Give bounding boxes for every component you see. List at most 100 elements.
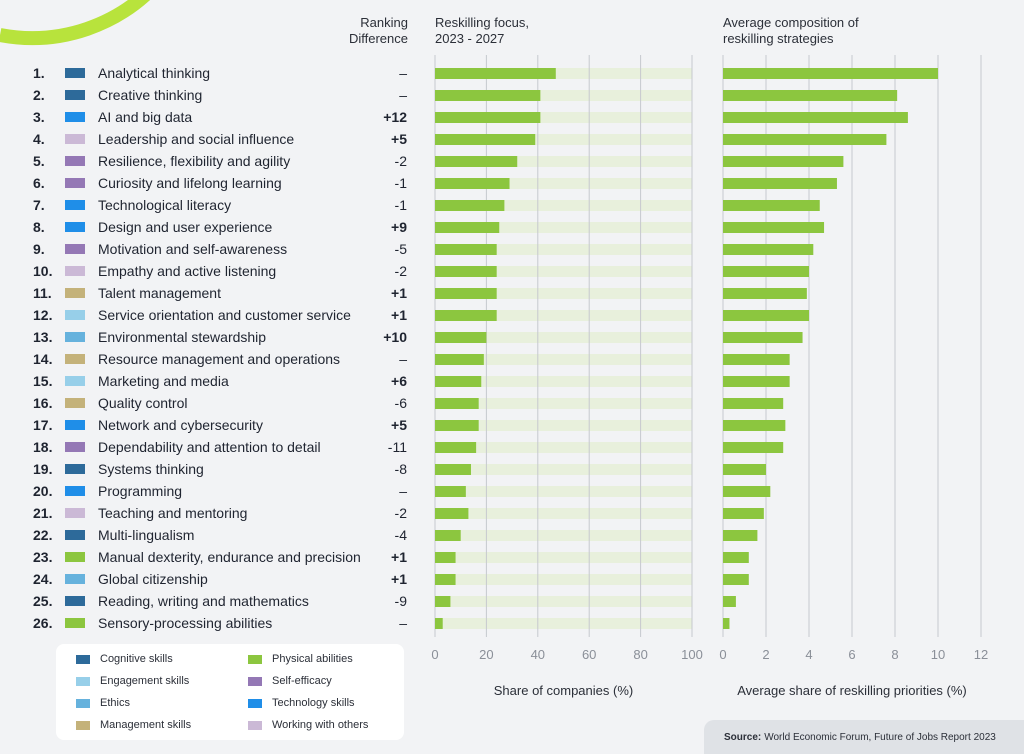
focus-bar-track (435, 222, 692, 233)
skill-type-swatch (65, 486, 85, 496)
legend-swatch (76, 676, 90, 686)
skill-type-swatch (65, 68, 85, 78)
ranking-difference-value: -11 (388, 439, 407, 455)
focus-bar-track (435, 464, 692, 475)
focus-tick-label: 60 (582, 647, 596, 662)
rank-number: 20. (33, 483, 52, 499)
rank-number: 24. (33, 571, 52, 587)
ranking-difference-value: – (399, 351, 407, 367)
focus-bar (435, 90, 541, 101)
composition-bar (723, 574, 749, 585)
skill-name: Quality control (98, 395, 187, 411)
rank-number: 19. (33, 461, 52, 477)
skill-name: Multi-lingualism (98, 527, 194, 543)
composition-bar (723, 442, 784, 453)
ranking-difference-value: +10 (383, 329, 407, 345)
legend-swatch (76, 720, 90, 730)
skill-type-swatch (65, 552, 85, 562)
focus-bar (435, 530, 461, 541)
rank-number: 2. (33, 87, 45, 103)
composition-bar (723, 618, 730, 629)
focus-bar-track (435, 354, 692, 365)
legend-swatch (76, 698, 90, 708)
skill-type-swatch (65, 464, 85, 474)
skill-type-swatch (65, 266, 85, 276)
composition-bar (723, 530, 758, 541)
focus-x-axis-label: Share of companies (%) (494, 683, 633, 698)
skill-type-swatch (65, 222, 85, 232)
skill-name: Marketing and media (98, 373, 229, 389)
composition-tick-label: 2 (762, 647, 769, 662)
focus-bar-track (435, 156, 692, 167)
composition-bar (723, 68, 938, 79)
decorative-arc (0, 0, 150, 46)
ranking-difference-value: – (399, 87, 407, 103)
rank-number: 21. (33, 505, 52, 521)
skill-type-swatch (65, 530, 85, 540)
skill-name: Sensory-processing abilities (98, 615, 272, 631)
focus-bar (435, 178, 510, 189)
focus-bar (435, 508, 469, 519)
skill-name: Leadership and social influence (98, 131, 294, 147)
focus-bar (435, 376, 482, 387)
legend-label: Management skills (100, 719, 192, 731)
rank-number: 10. (33, 263, 52, 279)
focus-bar-track (435, 112, 692, 123)
skill-name: Resilience, flexibility and agility (98, 153, 290, 169)
skill-name: Analytical thinking (98, 65, 210, 81)
focus-bar-track (435, 618, 692, 629)
composition-tick-label: 10 (931, 647, 945, 662)
focus-bar-track (435, 178, 692, 189)
focus-bar-track (435, 288, 692, 299)
composition-bar (723, 354, 790, 365)
composition-bar (723, 310, 809, 321)
rank-number: 6. (33, 175, 45, 191)
composition-tick-label: 0 (719, 647, 726, 662)
composition-tick-label: 4 (805, 647, 812, 662)
ranking-difference-value: -4 (395, 527, 408, 543)
focus-header-line2: 2023 - 2027 (435, 31, 505, 46)
composition-bar (723, 552, 749, 563)
composition-bar (723, 200, 820, 211)
skill-name: Motivation and self-awareness (98, 241, 287, 257)
composition-bar (723, 332, 803, 343)
skill-type-swatch (65, 508, 85, 518)
focus-bar (435, 288, 497, 299)
ranking-difference-value: -6 (395, 395, 408, 411)
legend-label: Cognitive skills (100, 653, 173, 665)
focus-bar-track (435, 332, 692, 343)
ranking-difference-value: -2 (395, 263, 408, 279)
skill-name: Programming (98, 483, 182, 499)
rank-number: 17. (33, 417, 52, 433)
skill-type-swatch (65, 354, 85, 364)
skill-type-swatch (65, 376, 85, 386)
focus-tick-label: 0 (431, 647, 438, 662)
ranking-difference-value: +12 (383, 109, 407, 125)
composition-bar (723, 596, 736, 607)
skill-name: AI and big data (98, 109, 192, 125)
focus-bar (435, 310, 497, 321)
legend-label: Engagement skills (100, 675, 190, 687)
focus-bar-track (435, 310, 692, 321)
legend-label: Technology skills (272, 697, 355, 709)
skill-type-swatch (65, 156, 85, 166)
reskilling-focus-header: Reskilling focus, 2023 - 2027 (435, 15, 529, 47)
focus-bar-track (435, 552, 692, 563)
focus-bar (435, 618, 443, 629)
skill-name: Design and user experience (98, 219, 273, 235)
ranking-difference-value: +5 (391, 131, 407, 147)
rank-number: 9. (33, 241, 45, 257)
ranking-difference-value: -1 (395, 175, 408, 191)
rank-number: 1. (33, 65, 45, 81)
focus-bar (435, 464, 471, 475)
composition-header: Average composition of reskilling strate… (723, 15, 859, 47)
focus-bar (435, 222, 500, 233)
focus-bar (435, 332, 487, 343)
skill-name: Network and cybersecurity (98, 417, 263, 433)
skill-name: Curiosity and lifelong learning (98, 175, 282, 191)
focus-tick-label: 100 (681, 647, 703, 662)
legend-item-technology: Technology skills (248, 697, 355, 709)
focus-bar-track (435, 574, 692, 585)
legend-swatch (248, 698, 262, 708)
focus-tick-label: 20 (479, 647, 493, 662)
